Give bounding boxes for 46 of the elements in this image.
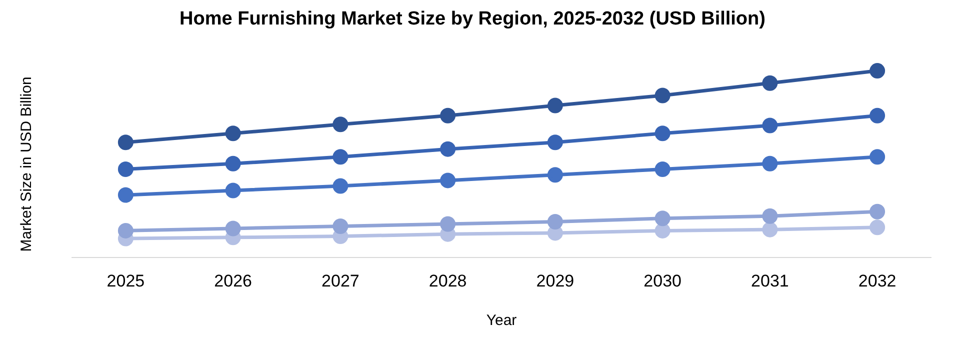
point <box>118 161 134 177</box>
x-tick-label: 2031 <box>751 271 789 290</box>
point <box>440 141 456 157</box>
point <box>332 116 348 132</box>
point <box>870 63 886 79</box>
point <box>225 156 241 172</box>
point <box>870 204 886 220</box>
point <box>332 178 348 194</box>
point <box>118 134 134 150</box>
x-tick-label: 2028 <box>428 271 467 290</box>
point <box>440 172 456 188</box>
x-tick-label: 2030 <box>644 271 682 290</box>
point <box>440 108 456 124</box>
y-axis-title: Market Size in USD Billion <box>18 76 36 252</box>
point <box>118 222 134 238</box>
x-tick-label: 2026 <box>214 271 252 290</box>
point <box>332 218 348 234</box>
x-axis-title: Year <box>486 312 517 330</box>
x-tick-label: 2032 <box>858 271 896 290</box>
point <box>870 108 886 124</box>
point <box>762 222 778 238</box>
point <box>547 167 563 183</box>
point <box>654 88 670 104</box>
x-tick-label: 2025 <box>106 271 145 290</box>
point <box>440 216 456 232</box>
point <box>654 161 670 177</box>
point <box>547 98 563 114</box>
point <box>654 210 670 226</box>
point <box>762 118 778 134</box>
point <box>547 134 563 150</box>
point <box>762 156 778 172</box>
x-tick-label: 2027 <box>322 271 360 290</box>
point <box>225 182 241 198</box>
point <box>654 222 670 238</box>
point <box>870 220 886 236</box>
point <box>762 75 778 91</box>
point <box>118 187 134 203</box>
point <box>654 126 670 142</box>
point <box>870 149 886 165</box>
x-tick-label: 2029 <box>536 271 574 290</box>
point <box>225 126 241 142</box>
point <box>762 208 778 224</box>
point <box>332 149 348 165</box>
point <box>547 214 563 230</box>
chart-title: Home Furnishing Market Size by Region, 2025-2032 (USD Billion) <box>180 8 766 30</box>
point <box>225 220 241 236</box>
